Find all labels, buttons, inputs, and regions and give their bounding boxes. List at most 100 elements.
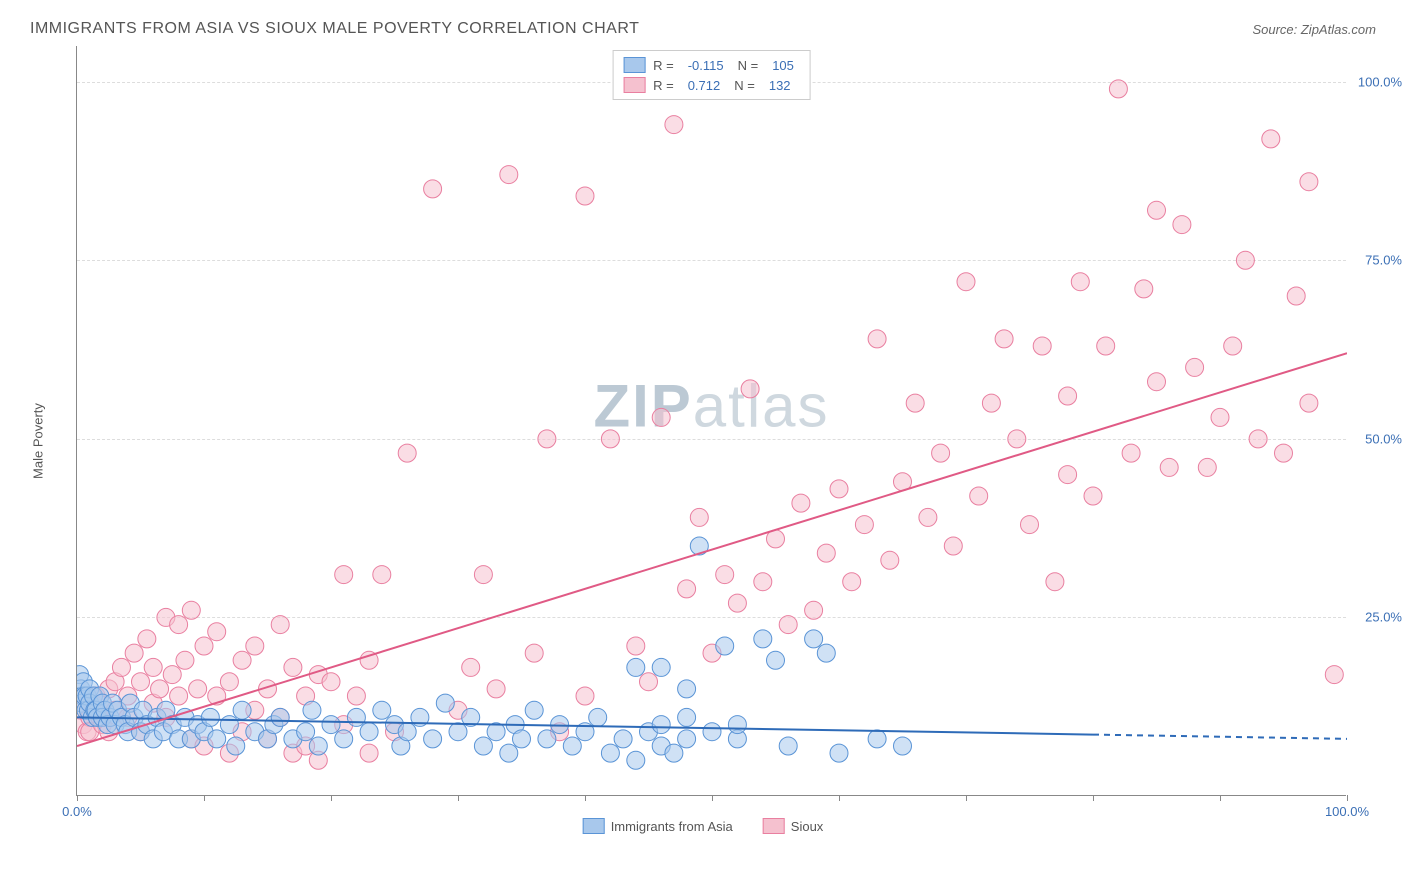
data-point [716, 566, 734, 584]
data-point [220, 673, 238, 691]
data-point [335, 566, 353, 584]
data-point [398, 444, 416, 462]
data-point [868, 330, 886, 348]
data-point [474, 737, 492, 755]
data-point [551, 716, 569, 734]
data-point [576, 723, 594, 741]
data-point [1249, 430, 1267, 448]
data-point [830, 480, 848, 498]
data-point [652, 408, 670, 426]
data-point [805, 630, 823, 648]
data-point [246, 637, 264, 655]
data-point [982, 394, 1000, 412]
data-point [805, 601, 823, 619]
correlation-legend: R = -0.115 N = 105 R = 0.712 N = 132 [612, 50, 811, 100]
data-point [303, 701, 321, 719]
data-point [424, 730, 442, 748]
data-point [487, 680, 505, 698]
data-point [360, 723, 378, 741]
data-point [500, 166, 518, 184]
data-point [716, 637, 734, 655]
data-point [1148, 373, 1166, 391]
data-point [322, 716, 340, 734]
data-point [1021, 516, 1039, 534]
data-point [208, 687, 226, 705]
data-point [728, 594, 746, 612]
data-point [360, 651, 378, 669]
data-point [779, 616, 797, 634]
data-point [125, 644, 143, 662]
data-point [436, 694, 454, 712]
data-point [855, 516, 873, 534]
data-point [284, 658, 302, 676]
data-point [271, 708, 289, 726]
data-point [589, 708, 607, 726]
data-point [1033, 337, 1051, 355]
data-point [678, 730, 696, 748]
data-point [538, 730, 556, 748]
data-point [1300, 394, 1318, 412]
data-point [271, 616, 289, 634]
data-point [176, 651, 194, 669]
chart-title: IMMIGRANTS FROM ASIA VS SIOUX MALE POVER… [30, 20, 639, 38]
data-point [894, 737, 912, 755]
data-point [1122, 444, 1140, 462]
data-point [970, 487, 988, 505]
data-point [373, 701, 391, 719]
swatch-series1 [623, 57, 645, 73]
data-point [767, 651, 785, 669]
data-point [627, 751, 645, 769]
data-point [627, 658, 645, 676]
source-attribution: Source: ZipAtlas.com [1252, 22, 1376, 37]
ytick-label: 75.0% [1365, 253, 1402, 268]
data-point [627, 637, 645, 655]
data-point [741, 380, 759, 398]
data-point [830, 744, 848, 762]
data-point [754, 573, 772, 591]
data-point [398, 723, 416, 741]
data-point [1325, 666, 1343, 684]
data-point [208, 623, 226, 641]
data-point [1097, 337, 1115, 355]
data-point [462, 708, 480, 726]
data-point [233, 651, 251, 669]
data-point [817, 544, 835, 562]
data-point [576, 687, 594, 705]
data-point [1211, 408, 1229, 426]
legend-row-series1: R = -0.115 N = 105 [623, 55, 800, 75]
ytick-label: 100.0% [1358, 74, 1402, 89]
data-point [881, 551, 899, 569]
data-point [513, 730, 531, 748]
data-point [728, 716, 746, 734]
data-point [665, 744, 683, 762]
data-point [144, 658, 162, 676]
data-point [112, 658, 130, 676]
data-point [1186, 358, 1204, 376]
data-point [1287, 287, 1305, 305]
chart-header: IMMIGRANTS FROM ASIA VS SIOUX MALE POVER… [30, 20, 1376, 38]
data-point [563, 737, 581, 755]
data-point [1173, 216, 1191, 234]
y-axis-label: Male Poverty [31, 403, 46, 479]
legend-item-series1: Immigrants from Asia [583, 818, 733, 834]
series-legend: Immigrants from Asia Sioux [583, 818, 824, 834]
xtick-label: 0.0% [62, 804, 92, 819]
data-point [906, 394, 924, 412]
data-point [817, 644, 835, 662]
ytick-label: 50.0% [1365, 431, 1402, 446]
data-point [919, 508, 937, 526]
data-point [678, 580, 696, 598]
data-point [151, 680, 169, 698]
data-point [309, 737, 327, 755]
data-point [665, 116, 683, 134]
data-point [474, 566, 492, 584]
data-point [576, 187, 594, 205]
data-point [957, 273, 975, 291]
data-point [189, 680, 207, 698]
data-point [894, 473, 912, 491]
data-point [201, 708, 219, 726]
data-point [1160, 458, 1178, 476]
data-point [500, 744, 518, 762]
data-point [424, 180, 442, 198]
data-point [208, 730, 226, 748]
